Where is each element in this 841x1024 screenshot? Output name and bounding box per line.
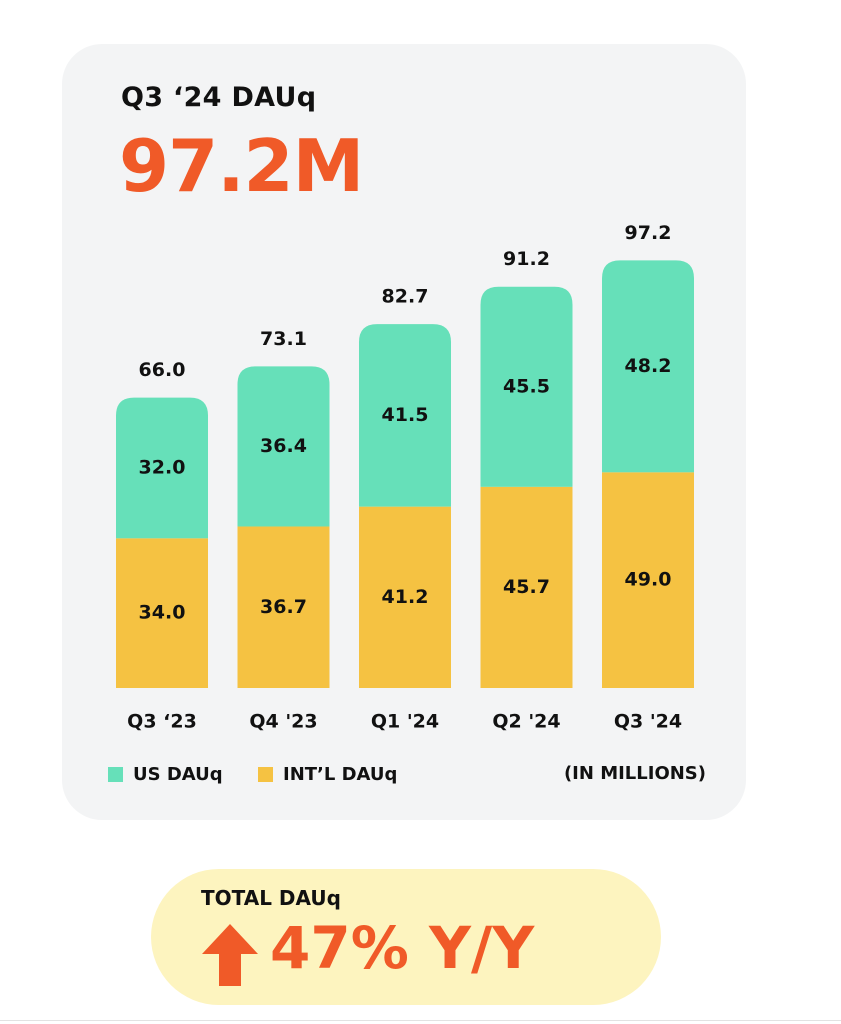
bar-us-segment	[116, 397, 208, 539]
legend-item-us: US DAUq	[108, 762, 223, 786]
bar-intl-value-label: 45.7	[503, 576, 550, 598]
x-tick-label: Q2 '24	[492, 711, 560, 733]
bar-us-segment	[602, 260, 694, 473]
bar-total-label: 82.7	[382, 286, 429, 308]
kpi-value: 97.2M	[119, 124, 364, 208]
bar-total-label: 73.1	[260, 328, 307, 350]
bar-us-value-label: 41.5	[382, 404, 429, 426]
bar-intl-segment	[359, 506, 451, 688]
units-note: (IN MILLIONS)	[563, 763, 706, 784]
bottom-divider	[0, 1020, 841, 1021]
bar-intl-segment	[116, 538, 208, 688]
bar-total-label: 97.2	[625, 222, 672, 244]
bar-intl-value-label: 36.7	[260, 596, 307, 618]
bar-us-value-label: 48.2	[625, 355, 672, 377]
legend-label-us: US DAUq	[133, 763, 223, 785]
legend-item-intl: INT’L DAUq	[258, 762, 397, 786]
bar-total-label: 66.0	[139, 359, 186, 381]
bar-intl-segment	[602, 472, 694, 688]
x-tick-label: Q3 '24	[614, 711, 682, 733]
bar-us-segment	[359, 324, 451, 507]
growth-callout-value: 47% Y/Y	[270, 914, 535, 982]
growth-callout-label: TOTAL DAUq	[201, 886, 341, 910]
x-tick-label: Q4 '23	[249, 711, 317, 733]
bar-us-value-label: 32.0	[139, 457, 186, 479]
bar-us-value-label: 36.4	[260, 435, 307, 457]
legend-swatch-intl	[258, 766, 273, 782]
bar-intl-value-label: 34.0	[139, 602, 186, 624]
arrow-up-icon	[202, 924, 258, 986]
bar-us-segment	[480, 286, 573, 487]
bar-intl-segment	[480, 486, 573, 688]
legend-swatch-us	[108, 766, 123, 782]
bar-us-segment	[237, 366, 330, 527]
bar-total-label: 91.2	[503, 248, 550, 270]
bar-us-value-label: 45.5	[503, 375, 550, 397]
bar-intl-segment	[237, 526, 330, 688]
bar-intl-value-label: 41.2	[382, 586, 429, 608]
bar-intl-value-label: 49.0	[625, 569, 672, 591]
x-tick-label: Q1 '24	[371, 711, 439, 733]
legend-label-intl: INT’L DAUq	[283, 763, 398, 785]
x-tick-label: Q3 ‘23	[127, 711, 197, 733]
kpi-label: Q3 ‘24 DAUq	[121, 82, 317, 113]
